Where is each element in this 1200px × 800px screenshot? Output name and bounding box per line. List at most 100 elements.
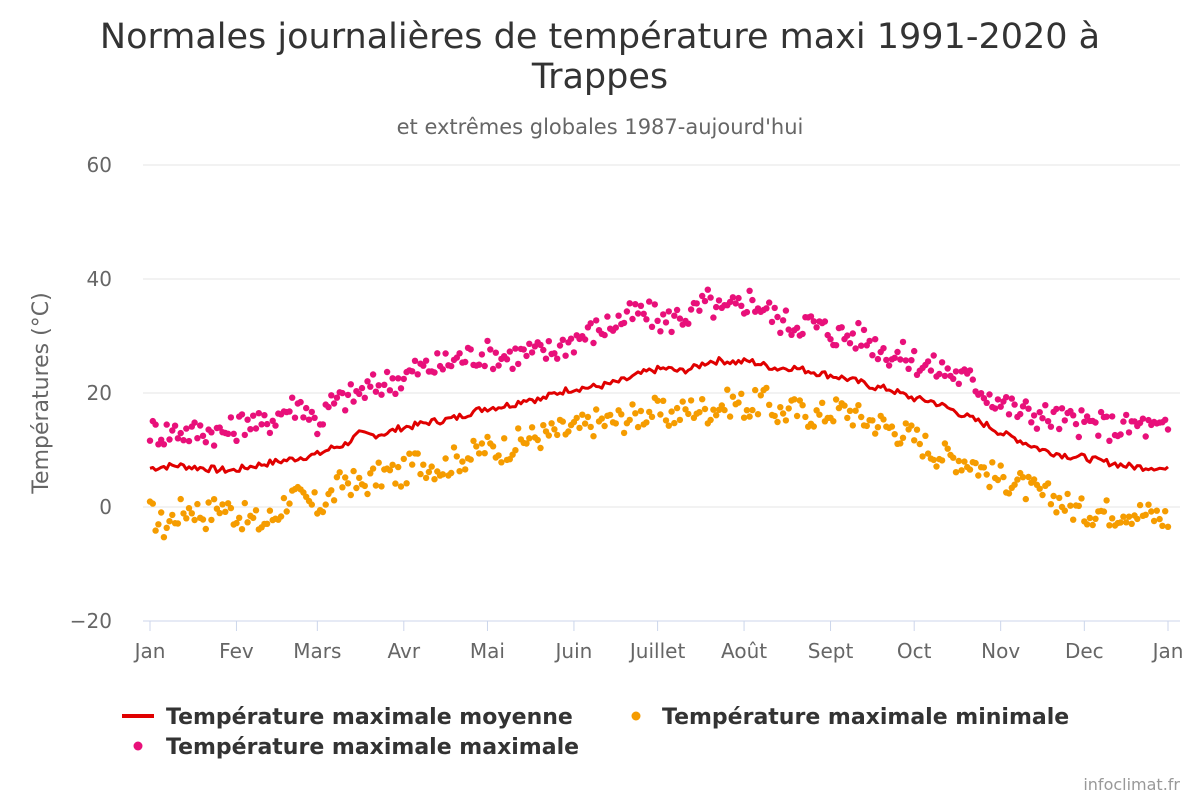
data-point [654,397,661,404]
data-point [1142,433,1149,440]
data-point [687,306,695,313]
data-point [1003,394,1010,401]
data-point [774,418,781,426]
data-point [356,390,363,398]
data-point [238,526,246,533]
data-point [601,422,608,430]
data-point [869,352,876,359]
data-point [941,440,949,447]
data-point [227,414,235,421]
data-point [319,421,327,428]
data-point [364,378,371,385]
data-point [409,461,416,468]
data-point [489,443,497,450]
data-point [303,404,310,412]
data-point [704,286,711,293]
data-point [160,441,168,448]
data-point [559,336,566,343]
x-tick-label: Nov [981,639,1020,663]
data-point [1134,515,1141,523]
data-point [548,420,555,427]
data-point [671,312,678,319]
data-point [615,312,622,319]
data-point [579,411,586,418]
legend-item-min[interactable]: Température maximale minimale [631,705,1070,730]
data-point [938,457,946,464]
data-point [255,410,262,417]
data-point [590,339,597,347]
data-point [771,412,778,420]
data-point [1078,495,1085,502]
legend-item-max[interactable]: Température maximale maximale [133,735,580,760]
data-point [699,292,706,300]
data-point [1156,515,1163,523]
data-point [311,414,318,421]
data-point [961,458,968,465]
data-point [1011,401,1018,408]
data-point [746,413,753,420]
x-tick-label: Dec [1065,639,1104,663]
data-point [389,461,396,468]
data-point [177,495,184,503]
data-point [1142,511,1149,518]
data-point [250,412,257,419]
data-point [969,376,976,383]
data-point [777,329,784,336]
data-point [375,459,382,466]
data-point [344,391,352,399]
data-point [872,336,879,343]
data-point [194,500,201,508]
data-point [1022,398,1029,405]
data-point [908,422,915,429]
data-point [955,457,962,465]
data-point [383,368,391,376]
data-point [1109,413,1116,420]
data-point [252,425,260,432]
data-point [796,397,803,404]
data-point [710,406,717,413]
data-point [247,426,254,433]
legend: Température maximale moyenne Température… [122,705,1069,760]
data-point [311,489,318,496]
data-point [980,395,988,402]
data-point [422,357,430,364]
credit-link[interactable]: infoclimat.fr [1083,775,1180,794]
data-point [983,471,990,478]
data-point [152,527,159,534]
data-point [888,423,896,430]
data-point [846,340,854,347]
grid-lines [143,164,1180,508]
data-point [657,328,664,335]
data-point [807,313,815,320]
data-point [470,437,477,445]
data-point [866,337,873,345]
data-point [330,400,338,407]
data-point [749,296,756,304]
data-point [581,420,589,427]
data-point [314,430,321,438]
data-point [952,368,960,375]
data-point [793,412,801,420]
data-point [369,371,377,378]
data-point [944,445,951,452]
data-point [771,304,778,312]
data-point [590,433,597,440]
data-point [846,407,854,414]
data-point [1095,432,1102,439]
data-point [177,429,184,437]
data-point [540,422,547,429]
data-point [565,428,572,435]
data-point [185,505,193,512]
data-point [612,324,619,331]
data-point [350,398,357,405]
data-point [763,305,770,312]
data-point [1109,515,1116,522]
legend-item-mean[interactable]: Température maximale moyenne [122,705,573,730]
data-point [768,318,776,326]
x-tick-label: Oct [897,639,932,663]
data-point [330,497,338,504]
data-point [880,416,887,423]
data-point [852,407,859,414]
data-point [1042,402,1049,409]
data-point [1025,405,1032,412]
